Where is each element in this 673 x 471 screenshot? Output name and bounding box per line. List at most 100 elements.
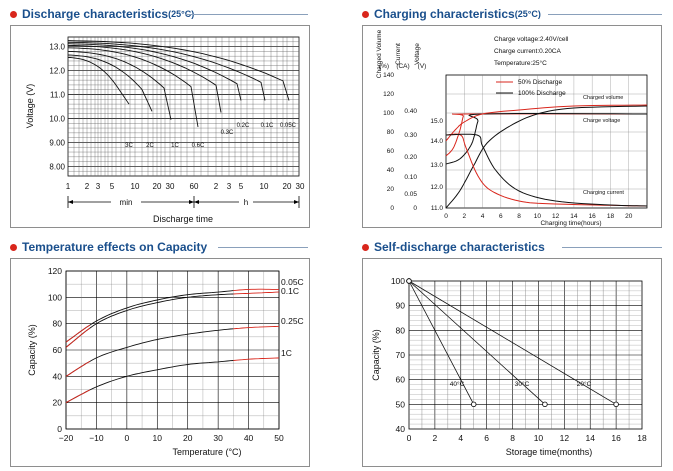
axis-title: Storage time(months)	[506, 447, 593, 457]
tick-label: 8	[517, 213, 521, 220]
tick-label: −20	[59, 433, 74, 443]
title-rule	[548, 14, 662, 15]
tick-label: 20	[183, 433, 193, 443]
tick-label: 0	[124, 433, 129, 443]
series-line-0.25C-red-head	[65, 361, 91, 377]
series-label: 0.05C	[281, 277, 304, 287]
series-line-0.05C-red-tail	[233, 288, 279, 292]
tick-label: 60	[396, 375, 406, 385]
tick-label: 100	[48, 292, 62, 302]
series-line-2C	[67, 54, 153, 112]
tick-label: −10	[89, 433, 104, 443]
tick-label: 0	[413, 205, 417, 212]
tick-label: 5	[239, 182, 244, 191]
tick-label: 0	[57, 424, 62, 434]
series-line-0.6C	[67, 47, 199, 127]
tick-label: 15.0	[430, 118, 443, 125]
series-line-0.1C	[67, 41, 266, 101]
tick-label: 30	[296, 182, 305, 191]
series-line-0.3C	[67, 44, 222, 113]
series-line-40°C	[408, 280, 475, 405]
series-label: 0.1C	[281, 286, 299, 296]
tick-label: 2	[214, 182, 219, 191]
arrow-head	[189, 200, 194, 204]
curve-label: Charging current	[583, 190, 624, 196]
series-line-0.05C-red-head	[65, 324, 91, 343]
series-line-1C	[67, 50, 172, 120]
tick-label: 90	[396, 301, 406, 311]
tick-label: 9.00	[49, 138, 65, 147]
tick-label: 0	[407, 433, 412, 443]
tick-label: 20	[625, 213, 633, 220]
tick-label: 14	[585, 433, 595, 443]
tick-label: 60	[190, 182, 199, 191]
data-point	[406, 278, 412, 284]
tick-label: 0	[444, 213, 448, 220]
data-point	[613, 401, 619, 408]
series-line-3C	[67, 56, 130, 105]
series-line-1C-red-tail	[233, 357, 280, 361]
series-line-current-100	[445, 133, 648, 207]
bullet-icon	[362, 243, 369, 251]
series-label: 0.05C	[280, 123, 297, 129]
series-line-volume-100	[445, 105, 648, 209]
series-label: 30°C	[515, 380, 530, 388]
axis-title: Charged Volume	[376, 29, 383, 78]
bullet-icon	[10, 10, 17, 18]
arrow-head	[68, 200, 73, 204]
series-label: 1C	[171, 143, 179, 149]
axis-title: Discharge time	[153, 214, 213, 224]
x-group-label: min	[120, 198, 133, 207]
tick-label: 120	[383, 91, 394, 98]
series-line-30°C	[408, 280, 546, 405]
data-point	[471, 401, 477, 408]
tick-label: 100	[391, 276, 405, 286]
tick-label: 10	[534, 433, 544, 443]
tick-label: 80	[53, 319, 63, 329]
tick-label: 10	[131, 182, 140, 191]
series-line-0.05C	[65, 290, 234, 343]
tick-label: 20	[53, 398, 63, 408]
axis-title: Capacity (%)	[371, 329, 381, 381]
tick-label: 30	[213, 433, 223, 443]
tick-label: 1	[66, 182, 71, 191]
discharge-panel: Discharge characteristics (25°C) 13.0 12.0…	[10, 5, 310, 228]
x-group-label: h	[244, 198, 248, 207]
axis-unit: (V)	[418, 63, 427, 70]
series-line-current-50	[445, 133, 648, 207]
bullet-icon	[10, 243, 17, 251]
series-label: 0.6C	[192, 143, 205, 149]
tick-label: 12.0	[49, 67, 65, 76]
legend-label: 50% Discharge	[518, 79, 562, 86]
title-rule	[218, 247, 308, 248]
tick-label: 3	[227, 182, 232, 191]
series-label: 1C	[281, 348, 292, 358]
axis-unit: (CA)	[396, 63, 409, 70]
title-rule	[185, 14, 308, 15]
series-line-0.1C-red-tail	[233, 291, 279, 295]
series-label: 40°C	[450, 380, 465, 388]
temperature-chart: −20 −10 0 10 20 30 40 50 120 100 80 60 40 20 0 Capacity…	[27, 266, 304, 457]
tick-label: 80	[396, 325, 406, 335]
selfdischarge-chart: 0 2 4 6 8 10 12 14 16 18 100 90 80 70 60 50 40 Capacity (…	[371, 276, 647, 457]
data-point	[542, 401, 548, 408]
discharge-title: Discharge characteristics (25°C)	[10, 5, 194, 23]
tick-label: 14.0	[430, 138, 443, 145]
series-line-1C-red-head	[65, 389, 91, 404]
axis-title: Charging time(hours)	[540, 220, 601, 227]
tick-label: 0	[390, 205, 394, 212]
series-label: 3C	[125, 143, 133, 149]
tick-label: 11.0	[50, 91, 66, 100]
annotation-text: Temperature:25°C	[494, 59, 547, 67]
tick-label: 5	[110, 182, 115, 191]
series-label: 2C	[146, 143, 154, 149]
annotation-text: Charge current:0.20CA	[494, 48, 562, 55]
curve-label: Charge voltage	[583, 118, 620, 124]
tick-label: 40	[244, 433, 254, 443]
tick-label: 3	[96, 182, 101, 191]
tick-label: 4	[481, 213, 485, 220]
discharge-chart-box: 13.0 12.0 11.0 10.0 9.00 8.00 Voltage (V) 1 2 3 5 1…	[10, 25, 310, 228]
selfdischarge-title: Self-discharge characteristics	[362, 238, 545, 256]
tick-label: 80	[387, 129, 395, 136]
